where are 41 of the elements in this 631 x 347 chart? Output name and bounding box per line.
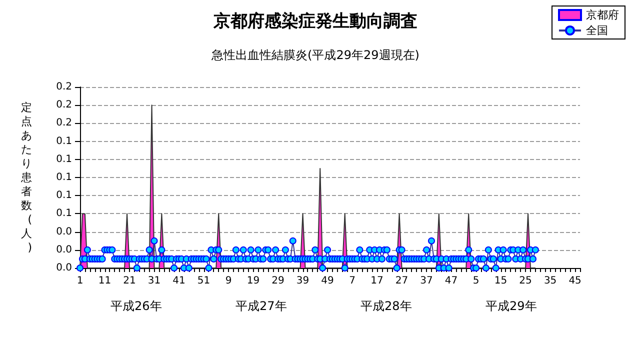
x-tick-label: 21 (123, 276, 136, 286)
text: 平成29年 (486, 299, 537, 313)
x-tick-label: 17 (370, 276, 384, 286)
y-tick-label: 0.2 (56, 82, 72, 92)
x-tick-label: 41 (172, 276, 186, 286)
x-tick-label: 47 (444, 276, 458, 286)
y-tick-label: 0.1 (56, 208, 72, 220)
x-tick-label: 7 (349, 276, 356, 286)
y-tick-label: 0.1 (56, 154, 72, 165)
y-tick-label: 0.2 (56, 118, 72, 129)
x-tick-label: 45 (568, 276, 582, 286)
x-tick-label: 39 (296, 276, 310, 286)
x-tick-label: 1 (76, 276, 84, 286)
x-tick-label: 49 (321, 276, 334, 286)
x-tick-label: 35 (544, 276, 557, 286)
x-tick-label: 19 (246, 276, 260, 286)
y-tick-label: 0.0 (56, 226, 72, 238)
x-tick-label: 5 (472, 276, 480, 286)
text: 平成27年 (236, 299, 287, 313)
legend-label: 京都府 (586, 8, 619, 22)
x-tick-label: 25 (519, 276, 532, 286)
y-tick-label: 0.1 (56, 172, 72, 183)
y-tick-label: 0.0 (56, 244, 72, 256)
x-tick-label: 37 (420, 276, 433, 286)
x-tick-label: 51 (197, 276, 210, 286)
legend-label: 全国 (586, 24, 608, 37)
x-tick-label: 31 (148, 276, 161, 286)
text: 平成26年 (110, 299, 162, 313)
y-tick-label: 0.2 (56, 100, 72, 111)
text: 平成28年 (360, 299, 412, 313)
x-tick-label: 29 (272, 276, 284, 286)
y-tick-label: 0.0 (56, 262, 72, 274)
y-tick-label: 0.1 (56, 190, 72, 202)
x-tick-label: 9 (225, 276, 232, 286)
y-tick-label: 0.1 (56, 136, 72, 147)
x-tick-label: 15 (494, 276, 508, 286)
chart-subtitle: 急性出血性結膜炎(平成29年29週現在) (210, 48, 420, 62)
x-tick-label: 27 (395, 276, 408, 286)
x-tick-label: 11 (98, 276, 112, 286)
text: 定点あたり患者数(人) (21, 101, 32, 254)
chart-title: 京都府感染症発生動向調査 (212, 12, 418, 32)
